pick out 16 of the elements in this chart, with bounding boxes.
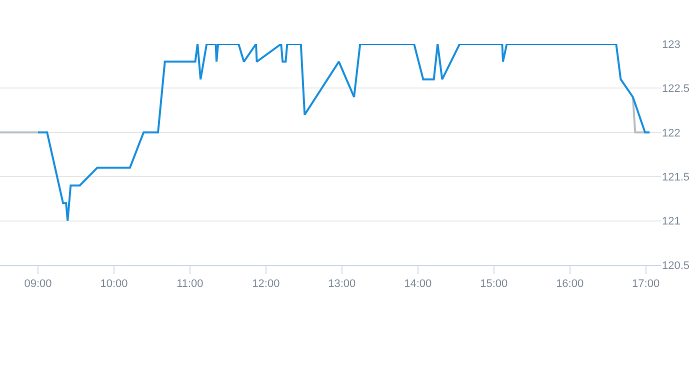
y-tick-label: 122.5 (662, 83, 690, 96)
x-tick-label: 16:00 (556, 278, 584, 290)
y-tick-label: 121.5 (662, 171, 690, 184)
x-tick-label: 15:00 (480, 278, 508, 290)
x-tick-label: 12:00 (252, 278, 280, 290)
x-tick-label: 11:00 (176, 278, 204, 290)
y-tick-label: 121 (662, 216, 680, 228)
x-tick-label: 14:00 (404, 278, 432, 290)
x-tick-label: 17:00 (632, 278, 660, 290)
y-tick-label: 120.5 (662, 260, 690, 272)
line-series (36, 44, 651, 222)
x-tick-label: 09:00 (24, 278, 52, 290)
y-tick-label: 122 (662, 127, 680, 140)
y-tick-label: 123 (662, 38, 680, 51)
x-tick-label: 10:00 (100, 278, 128, 290)
x-tick-label: 13:00 (328, 278, 356, 290)
